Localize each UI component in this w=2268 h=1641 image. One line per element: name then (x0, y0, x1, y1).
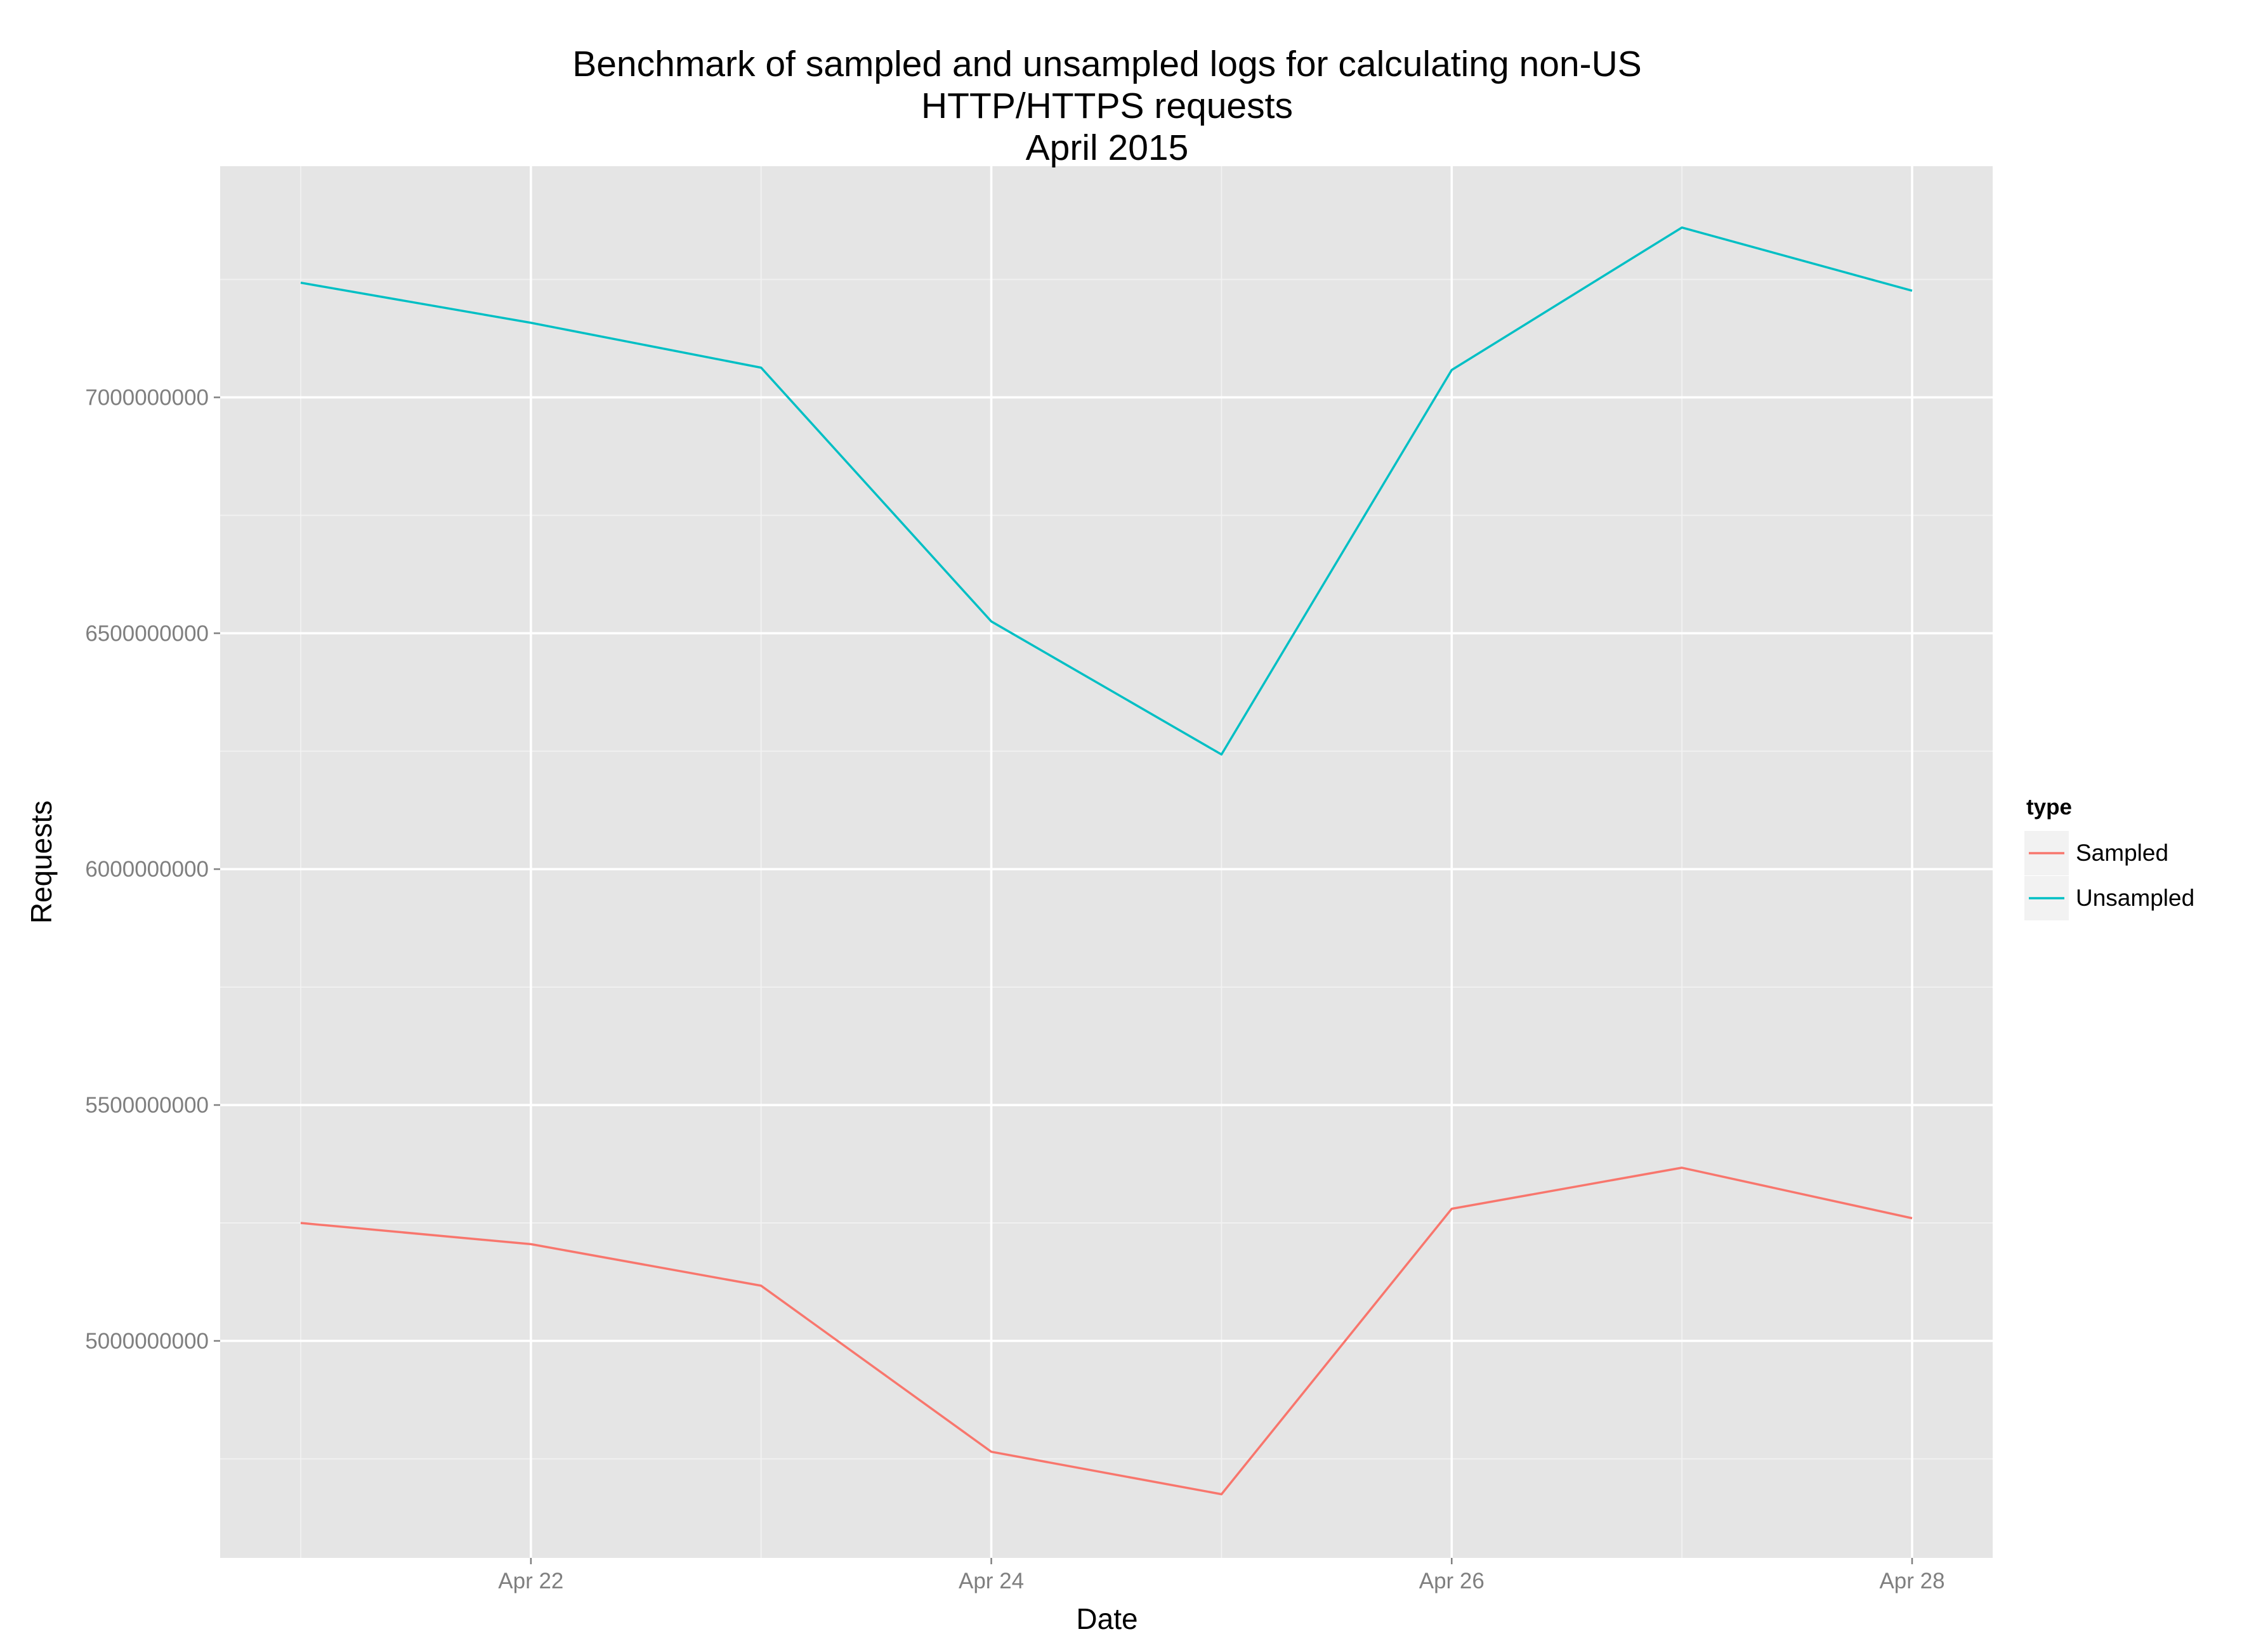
major-gridlines (220, 166, 1993, 1558)
legend-label-unsampled: Unsampled (2076, 885, 2194, 911)
legend-label-sampled: Sampled (2076, 840, 2168, 866)
chart-title-line-3: April 2015 (1026, 127, 1189, 168)
x-tick-label: Apr 28 (1879, 1569, 1944, 1593)
chart-title-line-1: Benchmark of sampled and unsampled logs … (572, 44, 1642, 84)
legend: type Sampled Unsampled (2024, 795, 2194, 920)
y-axis-title: Requests (25, 801, 58, 924)
y-tick-label: 6000000000 (85, 857, 209, 882)
y-tick-label: 5500000000 (85, 1093, 209, 1118)
series-lines (300, 226, 1913, 1496)
x-axis: Apr 22 Apr 24 Apr 26 Apr 28 (498, 1558, 1945, 1593)
legend-title: type (2026, 795, 2072, 820)
y-axis: 5000000000 5500000000 6000000000 6500000000… (85, 385, 220, 1354)
y-tick-label: 6500000000 (85, 621, 209, 646)
series-line-sampled (300, 1167, 1913, 1496)
x-axis-title: Date (1076, 1602, 1137, 1635)
y-tick-label: 7000000000 (85, 385, 209, 410)
chart-title-line-2: HTTP/HTTPS requests (921, 86, 1293, 126)
x-tick-label: Apr 22 (498, 1569, 563, 1593)
plot-panel-background (220, 166, 1993, 1558)
y-tick-label: 5000000000 (85, 1329, 209, 1354)
series-line-unsampled (300, 226, 1913, 756)
x-tick-label: Apr 24 (959, 1569, 1024, 1593)
x-tick-label: Apr 26 (1419, 1569, 1485, 1593)
